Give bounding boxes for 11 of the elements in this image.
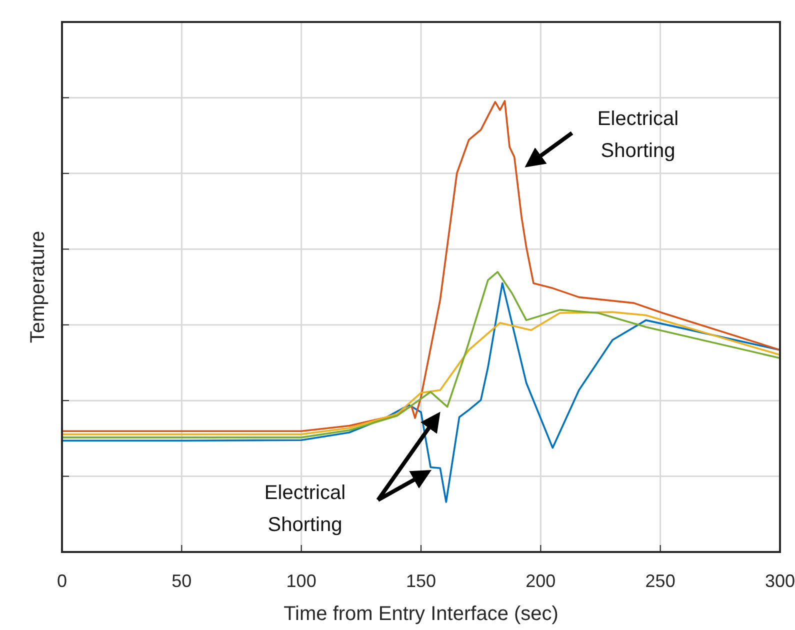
annotation: Electrical Shorting — [597, 108, 679, 162]
annotation: Electrical Shorting — [264, 482, 346, 536]
x-tick-label: 250 — [645, 571, 676, 591]
x-tick-label: 100 — [286, 571, 316, 591]
x-tick-label: 0 — [56, 571, 68, 591]
x-axis-title: Time from Entry Interface (sec) — [284, 603, 558, 625]
y-axis-title: Temperature — [27, 230, 49, 344]
x-tick-label: 150 — [406, 571, 436, 591]
x-tick-label: 50 — [172, 571, 192, 591]
x-tick-label: 200 — [526, 571, 556, 591]
x-tick-label: 300 — [764, 571, 795, 591]
